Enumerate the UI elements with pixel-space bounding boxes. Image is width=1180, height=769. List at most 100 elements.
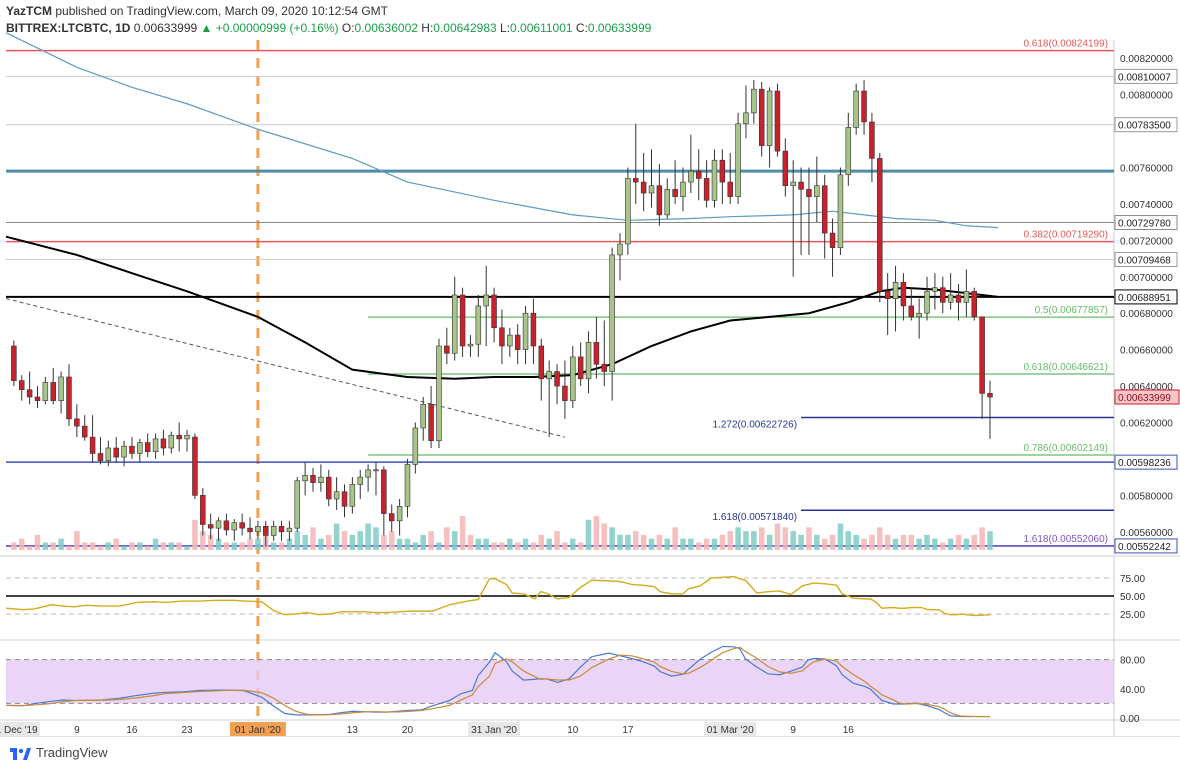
tradingview-brand[interactable]: TradingView [36, 745, 108, 760]
volume-bar [467, 534, 474, 550]
candle-body [42, 382, 49, 401]
volume-bar [758, 527, 765, 550]
candle-body [507, 334, 513, 347]
volume-bar [81, 542, 88, 550]
time-axis-highlight [0, 722, 40, 736]
volume-bar [554, 531, 560, 550]
level-label: 0.786(0.00602149) [1023, 443, 1108, 454]
volume-bar [577, 542, 584, 550]
candle-body [719, 159, 726, 183]
candle-body [137, 442, 143, 454]
candle-body [538, 345, 545, 380]
candle-body [979, 316, 985, 394]
volume-bar [829, 534, 836, 550]
volume-bar [160, 542, 167, 550]
time-tick-label: 16 [843, 725, 855, 736]
volume-bar [963, 538, 970, 550]
candle-body [814, 185, 820, 197]
candle-body [278, 526, 285, 533]
candle-body [664, 189, 670, 216]
author-name[interactable]: YazTCM [6, 4, 53, 18]
volume-bar [507, 538, 513, 550]
candle-body [388, 513, 395, 522]
candle-body [459, 294, 466, 347]
volume-bar [444, 527, 450, 550]
price-axis-badge [1114, 215, 1178, 231]
candle-body [735, 123, 741, 197]
level-label: 0.382(0.00719290) [1023, 230, 1108, 241]
volume-bar [420, 534, 426, 550]
candle-body [625, 178, 631, 245]
volume-bar [113, 538, 119, 550]
last-price: 0.00633999 [133, 21, 198, 35]
volume-bar [869, 534, 875, 550]
volume-bar [74, 531, 80, 550]
price-tick-label: 0.00740000 [1120, 200, 1173, 211]
volume-bar [255, 538, 261, 550]
volume-bar [570, 538, 576, 550]
price-axis-badge-label: 0.00729780 [1118, 219, 1171, 230]
candle-body [475, 305, 482, 345]
level-label: 0.5(0.00677857) [1035, 305, 1108, 316]
price-axis-badge-label: 0.00688951 [1118, 293, 1171, 304]
price-tick-label: 0.00720000 [1120, 236, 1173, 247]
candle-body [50, 382, 56, 401]
volume-bar [743, 531, 749, 550]
price-tick-label: 0.00680000 [1120, 309, 1173, 320]
price-tick-label: 0.00820000 [1120, 54, 1173, 65]
candle-body [530, 312, 537, 347]
candle-body [554, 371, 560, 387]
volume-bar [42, 542, 49, 550]
candle-body [601, 363, 608, 372]
volume-bar [270, 542, 277, 550]
time-tick-label: 9 [74, 725, 80, 736]
volume-bar [703, 538, 710, 550]
time-tick-label: 13 [347, 725, 359, 736]
volume-bar [648, 538, 655, 550]
candle-body [916, 312, 922, 318]
volume-bar [294, 531, 301, 550]
volume-bar [955, 534, 962, 550]
price-tick-label: 0.00700000 [1120, 273, 1173, 284]
price-axis-badge-label: 0.00810007 [1118, 72, 1171, 83]
candle-body [900, 281, 907, 307]
volume-bar [18, 538, 25, 550]
time-axis-highlight [229, 722, 286, 736]
candle-body [711, 159, 718, 201]
candle-body [499, 327, 505, 347]
volume-bar [66, 546, 72, 550]
volume-bar [617, 534, 623, 550]
volume-bar [121, 546, 127, 550]
candle-body [680, 181, 686, 197]
candle-body [853, 90, 859, 128]
price-axis-badge [1114, 454, 1178, 470]
candle-body [640, 181, 647, 194]
price-tick-label: 0.00560000 [1120, 528, 1173, 539]
volume-bar [310, 527, 316, 550]
volume-bar [774, 523, 781, 550]
tradingview-logo-icon[interactable] [8, 745, 32, 763]
candle-body [656, 185, 663, 216]
volume-bar [672, 527, 678, 550]
price-axis-badge-label: 0.00783500 [1118, 121, 1171, 132]
candle-body [66, 376, 72, 420]
symbol-label[interactable]: BITTREX:LTCBTC, 1D [6, 21, 131, 35]
volume-bar [625, 534, 631, 550]
price-tick-label: 0.00660000 [1120, 346, 1173, 357]
candle-body [877, 158, 883, 292]
candle-body [89, 436, 96, 454]
volume-bar [373, 527, 379, 550]
level-label: 0.618(0.00646621) [1023, 362, 1108, 373]
candle-body [420, 403, 426, 429]
candle-body [522, 312, 529, 350]
last-price-label: 0.00633999 [1118, 393, 1171, 404]
chart-canvas[interactable]: 0.618(0.00824199) 0.382(0.00719290) 0.5(0.… [0, 0, 1180, 736]
footer: TradingView [0, 736, 1180, 769]
rsi-tick-label: 25.00 [1120, 610, 1145, 621]
stoch-tick-label: 40.00 [1120, 685, 1145, 696]
level-label: 0.618(0.00824199) [1023, 39, 1108, 50]
price-axis-badge [1114, 289, 1178, 305]
candle-body [207, 524, 214, 529]
volume-bar [656, 534, 663, 550]
time-tick-label: 16 [126, 725, 138, 736]
